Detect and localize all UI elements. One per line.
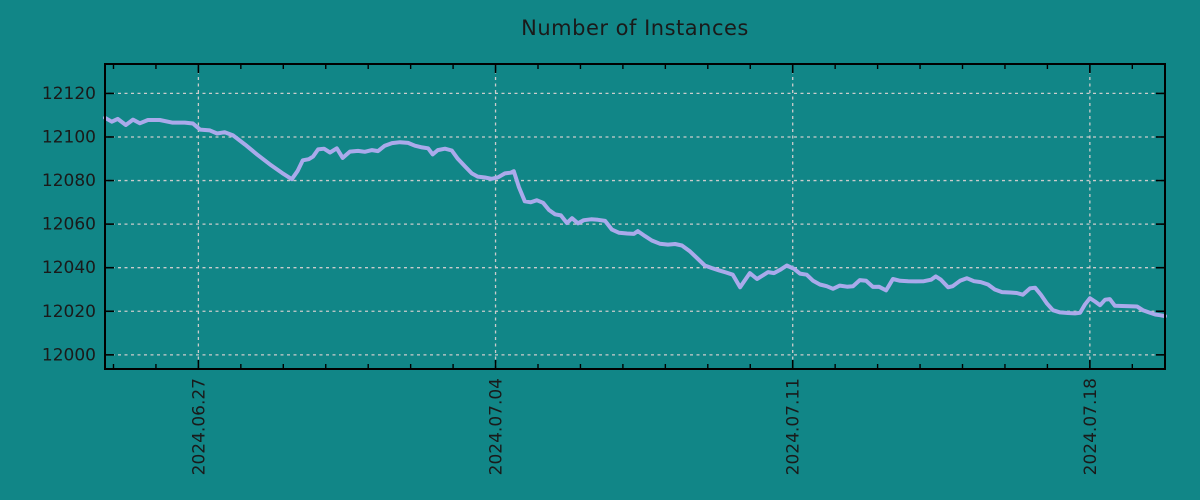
- data-line-instances: [103, 115, 1167, 319]
- x-tick-label: 2024.07.04: [487, 378, 507, 475]
- x-tick-label: 2024.07.18: [1081, 378, 1101, 475]
- y-tick-label: 12100: [42, 127, 96, 147]
- y-tick-label: 12080: [42, 171, 96, 191]
- y-tick-label: 12060: [42, 215, 96, 235]
- chart-title: Number of Instances: [521, 16, 749, 40]
- y-tick-label: 12120: [42, 84, 96, 104]
- x-tick-label: 2024.06.27: [189, 378, 209, 475]
- y-tick-label: 12020: [42, 302, 96, 322]
- y-tick-label: 12040: [42, 258, 96, 278]
- y-tick-label: 12000: [42, 345, 96, 365]
- x-tick-label: 2024.07.11: [784, 378, 804, 475]
- plot-border: [104, 63, 1166, 370]
